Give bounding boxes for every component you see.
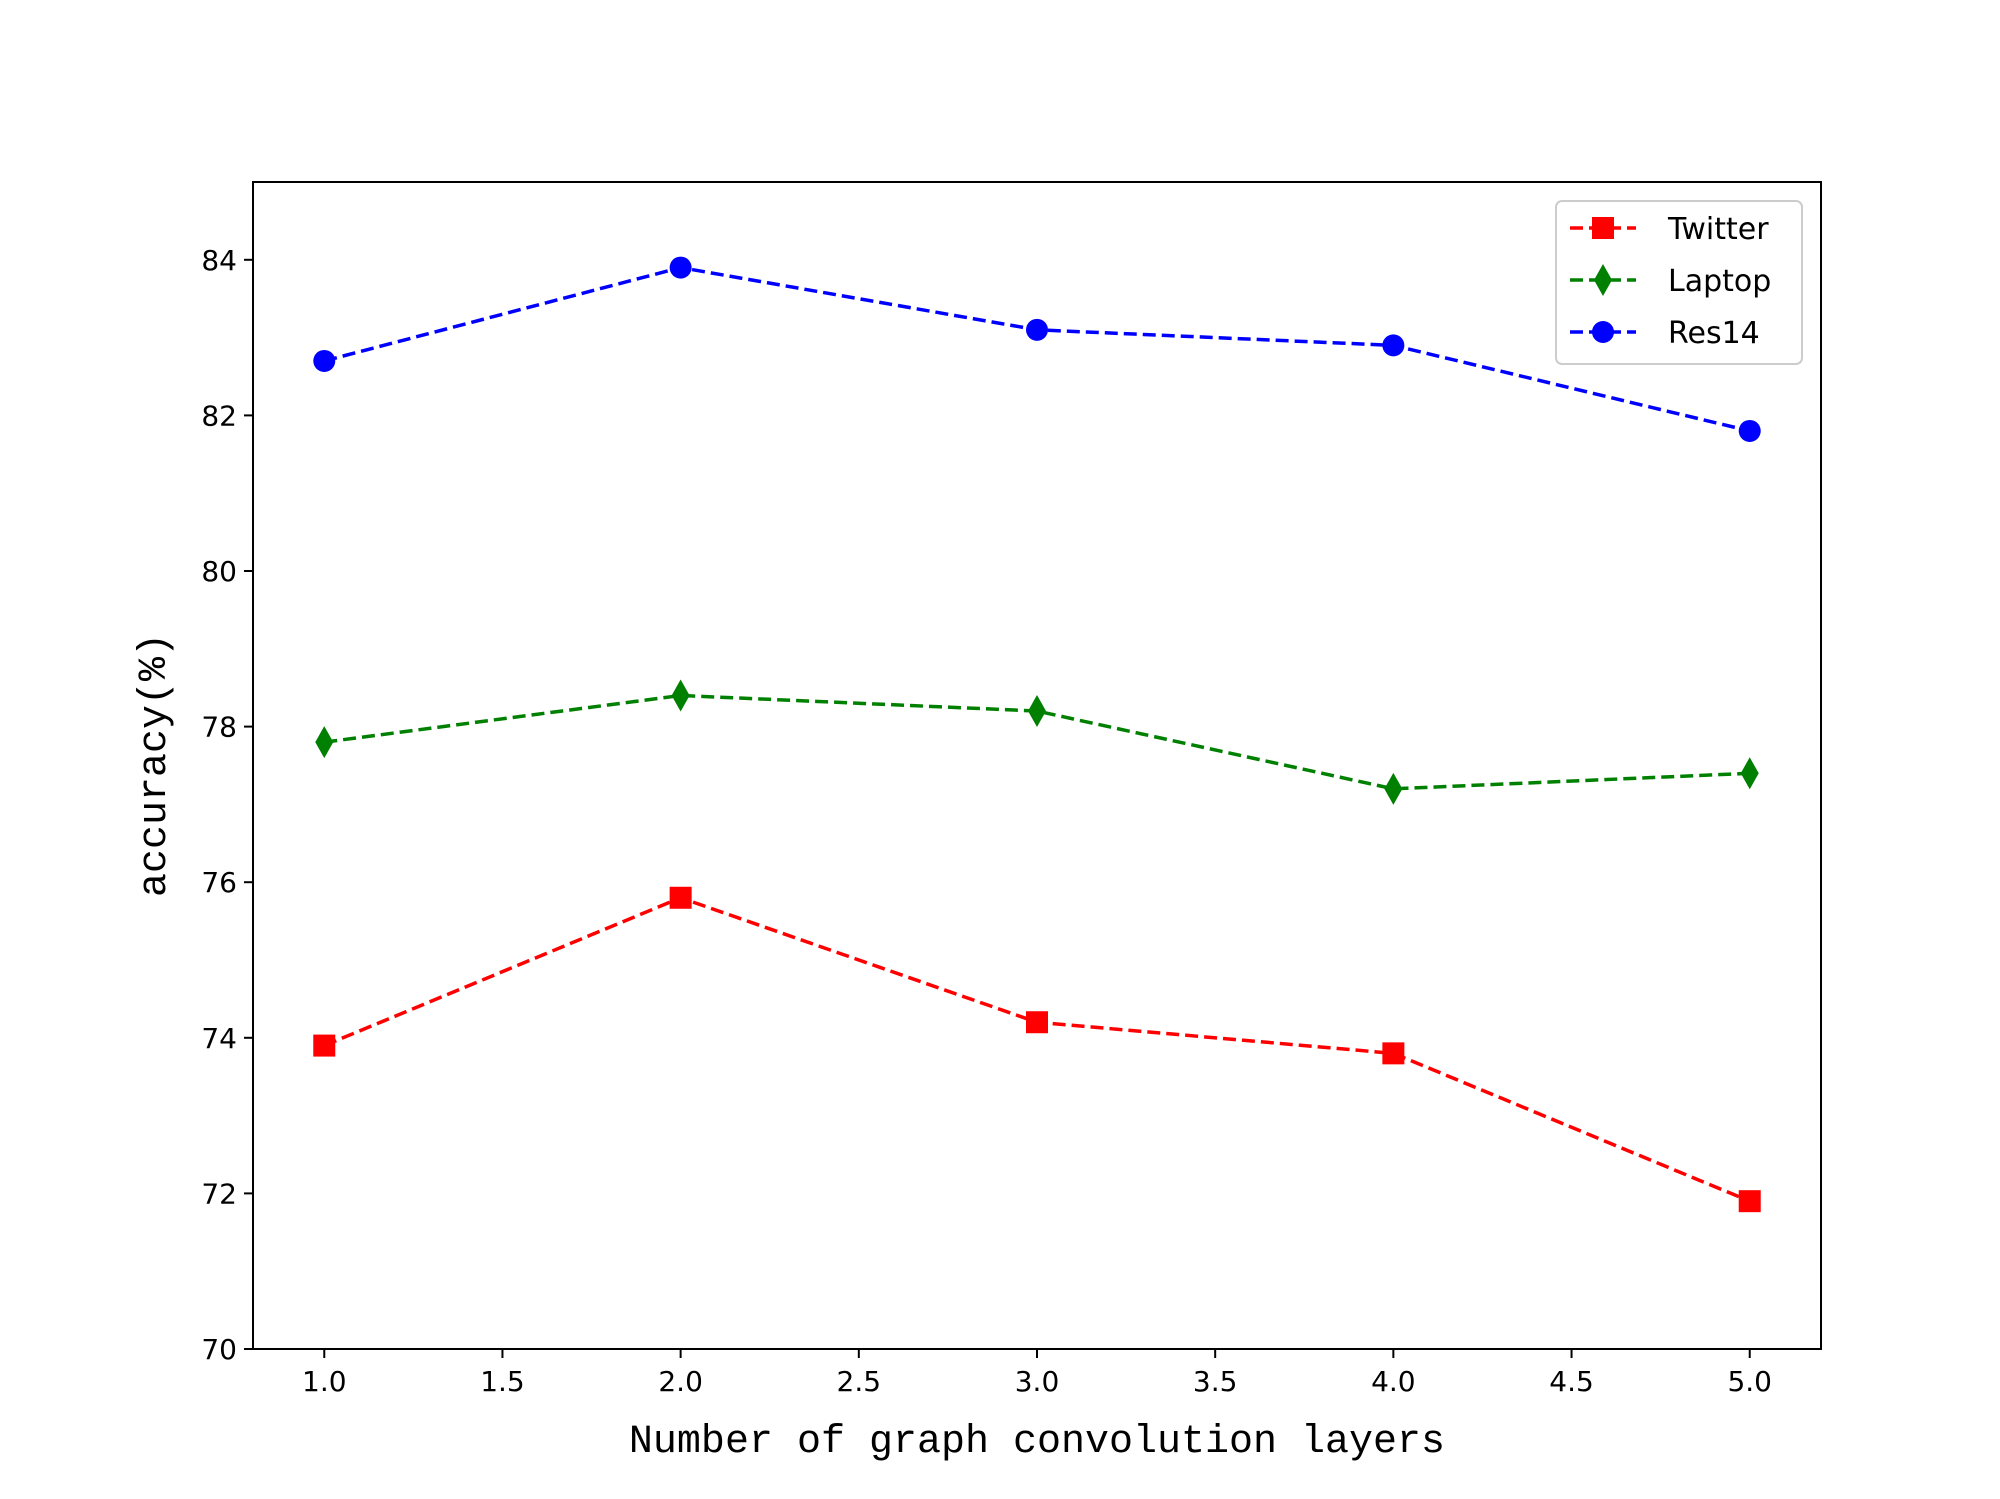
series-line-twitter	[323, 895, 1751, 1203]
data-point-res14	[669, 256, 692, 279]
x-tick-label: 5.0	[1727, 1365, 1772, 1398]
legend-label-laptop: Laptop	[1668, 264, 1771, 299]
y-axis-label: accuracy(%)	[133, 633, 178, 897]
data-point-twitter	[1382, 1042, 1405, 1065]
plot-frame	[252, 181, 1822, 1350]
y-tick-label: 84	[201, 244, 237, 277]
data-point-twitter	[313, 1034, 336, 1057]
series-line-laptop	[324, 693, 1750, 791]
legend-label-res14: Res14	[1668, 316, 1760, 351]
y-tick-label: 72	[201, 1177, 237, 1210]
series-line-res14	[323, 265, 1751, 433]
series-twitter	[313, 886, 1761, 1213]
series-laptop	[315, 679, 1759, 805]
x-tick-label: 4.5	[1549, 1365, 1594, 1398]
x-tick-label: 1.5	[480, 1365, 525, 1398]
x-tick-label: 2.5	[837, 1365, 882, 1398]
x-axis-label: Number of graph convolution layers	[629, 1420, 1445, 1465]
legend-marker-twitter	[1592, 217, 1614, 239]
data-point-laptop	[1740, 757, 1759, 790]
data-point-laptop	[315, 726, 334, 759]
data-point-res14	[1026, 318, 1048, 341]
data-point-twitter	[1738, 1190, 1761, 1213]
y-tick-label: 70	[201, 1333, 237, 1366]
x-tick-label: 2.0	[658, 1365, 703, 1398]
data-point-res14	[1382, 334, 1405, 357]
y-tick-label: 76	[201, 866, 237, 899]
x-tick-label: 1.0	[302, 1365, 347, 1398]
data-point-twitter	[669, 886, 692, 909]
legend: Twitter Laptop Res14	[1555, 200, 1803, 365]
legend-label-twitter: Twitter	[1667, 212, 1769, 247]
x-tick-label: 3.5	[1193, 1365, 1238, 1398]
y-tick-label: 74	[201, 1022, 237, 1055]
y-tick-label: 82	[201, 399, 237, 432]
x-tick-label: 4.0	[1371, 1365, 1416, 1398]
legend-marker-res14	[1592, 321, 1614, 343]
data-point-res14	[1738, 419, 1761, 442]
legend-marker-laptop	[1594, 264, 1612, 296]
y-tick-label: 80	[201, 555, 237, 588]
series-res14	[313, 256, 1761, 442]
data-point-laptop	[671, 679, 690, 712]
data-point-laptop	[1384, 772, 1403, 805]
y-tick-label: 78	[201, 711, 237, 744]
data-point-res14	[313, 349, 336, 372]
data-point-laptop	[1028, 695, 1046, 728]
x-tick-label: 3.0	[1015, 1365, 1060, 1398]
data-point-twitter	[1026, 1011, 1048, 1034]
